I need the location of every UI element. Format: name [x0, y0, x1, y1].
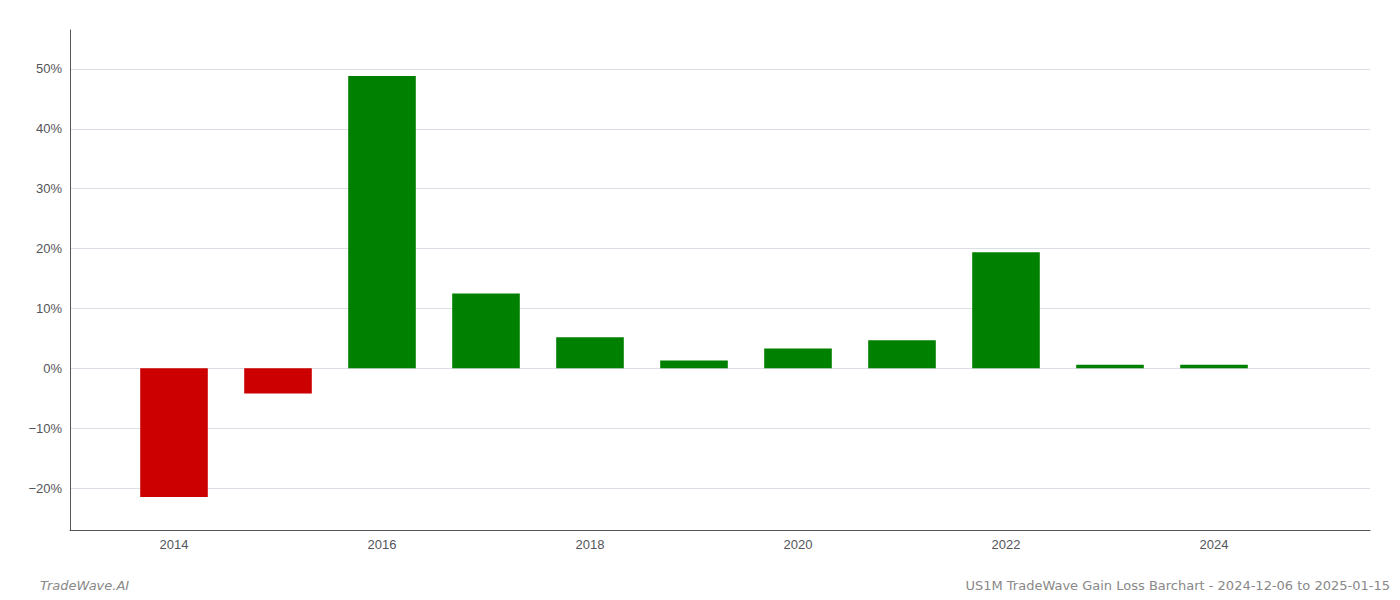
svg-text:20%: 20% — [36, 241, 62, 256]
svg-text:10%: 10% — [36, 301, 62, 316]
svg-text:−10%: −10% — [28, 421, 62, 436]
svg-text:−20%: −20% — [28, 481, 62, 496]
svg-text:50%: 50% — [36, 61, 62, 76]
svg-text:30%: 30% — [36, 181, 62, 196]
svg-text:2014: 2014 — [160, 537, 189, 552]
svg-text:40%: 40% — [36, 121, 62, 136]
svg-text:2016: 2016 — [368, 537, 397, 552]
svg-text:2020: 2020 — [784, 537, 813, 552]
svg-text:2018: 2018 — [576, 537, 605, 552]
svg-text:2024: 2024 — [1200, 537, 1229, 552]
svg-text:TradeWave.AI: TradeWave.AI — [40, 578, 129, 593]
svg-text:US1M TradeWave Gain Loss Barch: US1M TradeWave Gain Loss Barchart - 2024… — [965, 578, 1390, 593]
svg-text:2022: 2022 — [992, 537, 1021, 552]
svg-text:0%: 0% — [43, 361, 62, 376]
